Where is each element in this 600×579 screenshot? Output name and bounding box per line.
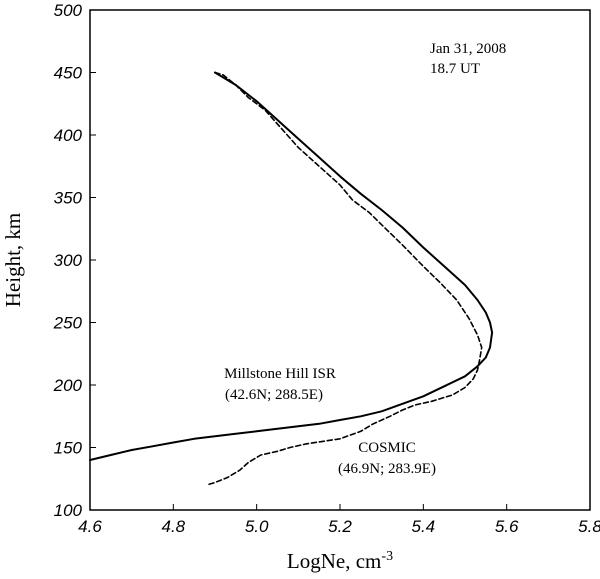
annotation-time: 18.7 UT [430,61,480,77]
y-tick-label: 300 [54,251,83,270]
x-tick-label: 5.6 [495,517,519,536]
y-tick-label: 400 [54,126,83,145]
y-tick-label: 500 [54,1,83,20]
annotation-isr-name: Millstone Hill ISR [224,366,336,382]
y-tick-label: 250 [53,314,83,333]
annotation-cosmic-coords: (46.9N; 283.9E) [338,461,436,477]
x-axis-title: LogNe, cm-3 [287,549,393,573]
y-tick-label: 150 [54,439,83,458]
x-tick-label: 5.0 [245,517,269,536]
annotation-isr-coords: (42.6N; 288.5E) [225,387,323,403]
x-tick-label: 5.4 [412,517,436,536]
series-line-dashed [205,71,483,486]
y-axis-title: Height, km [1,213,25,308]
series-line-solid [89,71,494,461]
y-tick-label: 450 [54,64,83,83]
x-axis-title-superscript: -3 [381,549,393,564]
series-layer [89,71,494,486]
y-tick-label: 350 [54,189,83,208]
plot-frame [89,9,591,511]
x-tick-label: 4.6 [78,517,102,536]
x-tick-label: 5.8 [578,517,600,536]
x-tick-label: 4.8 [162,517,186,536]
y-tick-label: 200 [53,376,83,395]
annotation-date: Jan 31, 2008 [430,41,506,57]
tick-marks [89,9,591,511]
x-tick-label: 5.2 [328,517,352,536]
y-tick-label: 100 [54,501,83,520]
annotation-cosmic-name: COSMIC [358,440,416,456]
